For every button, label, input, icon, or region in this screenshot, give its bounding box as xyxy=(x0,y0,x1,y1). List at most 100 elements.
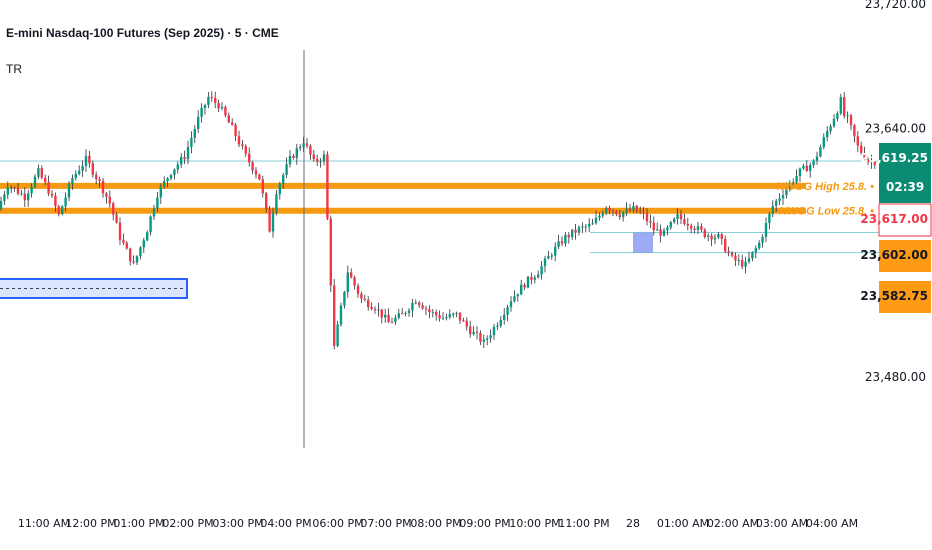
candle xyxy=(234,122,237,142)
candle-body xyxy=(316,158,319,162)
candle xyxy=(101,177,105,198)
candle xyxy=(353,275,356,290)
level-labels: NWOG High 25.8. • NWOG Low 25.8. • xyxy=(777,181,875,218)
candle-body xyxy=(713,237,717,240)
candle xyxy=(642,207,645,220)
candle-body xyxy=(241,144,244,147)
candle xyxy=(707,233,710,242)
candle xyxy=(856,131,859,153)
candle-body xyxy=(598,215,601,218)
candle-body xyxy=(353,277,356,286)
candle-body xyxy=(676,214,679,219)
candle xyxy=(836,111,839,122)
candle xyxy=(540,260,543,280)
candle-body xyxy=(122,239,125,243)
candle-body xyxy=(115,214,118,223)
candle-body xyxy=(441,318,445,320)
candle-body xyxy=(849,115,853,126)
candle-body xyxy=(0,200,3,210)
candle-body xyxy=(346,272,349,292)
candle-body xyxy=(530,276,533,280)
candle-body xyxy=(764,223,768,237)
candle xyxy=(373,306,377,314)
candle xyxy=(764,217,768,243)
candle xyxy=(537,270,540,279)
candle-body xyxy=(741,259,744,267)
candle xyxy=(214,91,217,109)
candle xyxy=(815,151,819,165)
candle-body xyxy=(156,197,159,209)
candle xyxy=(870,154,873,169)
candle xyxy=(248,147,251,167)
candle xyxy=(176,161,179,174)
candle xyxy=(237,130,241,148)
candle xyxy=(645,208,649,226)
candle-body xyxy=(873,160,876,165)
candle-body xyxy=(707,235,710,237)
candle xyxy=(428,305,431,319)
candle xyxy=(135,255,139,266)
candle-body xyxy=(652,222,655,231)
candle xyxy=(125,241,128,250)
candle xyxy=(703,228,706,239)
candle xyxy=(598,212,601,221)
candle xyxy=(486,335,489,346)
price-tags: 23,619.25 02:39 23,617.00 23,602.00 23,582.7… xyxy=(860,143,932,313)
candle-body xyxy=(435,311,438,316)
candle xyxy=(758,240,761,250)
candle xyxy=(254,167,258,179)
candle-body xyxy=(431,311,434,313)
candle xyxy=(431,308,434,318)
candle-body xyxy=(57,206,60,215)
candle xyxy=(200,103,203,123)
candle-body xyxy=(67,183,71,198)
candle xyxy=(261,175,264,198)
candle-body xyxy=(411,302,414,311)
candle-body xyxy=(683,219,686,224)
candle-body xyxy=(203,104,207,108)
candle xyxy=(479,330,482,345)
nwog-level-label: NWOG High 25.8. • xyxy=(777,181,875,193)
candle-body xyxy=(717,234,720,238)
candle xyxy=(673,217,676,224)
candle xyxy=(64,192,67,212)
indicator-label[interactable]: TR xyxy=(6,62,22,76)
candle xyxy=(520,279,523,296)
candle xyxy=(203,103,207,115)
candle-body xyxy=(537,274,540,278)
range-box[interactable] xyxy=(0,278,188,299)
candle xyxy=(112,201,115,221)
candle-body xyxy=(523,284,526,288)
drawing-boxes[interactable] xyxy=(0,232,653,299)
candle xyxy=(183,150,186,165)
candle-body xyxy=(135,256,139,263)
candle xyxy=(180,152,183,168)
candle-body xyxy=(724,238,727,252)
candle-body xyxy=(125,242,128,249)
candle xyxy=(863,146,866,162)
candle-body xyxy=(152,208,156,217)
candle xyxy=(720,232,723,245)
candle-body xyxy=(479,332,482,342)
candle-body xyxy=(169,175,173,179)
candle xyxy=(445,313,448,321)
candle-body xyxy=(227,115,230,123)
candle xyxy=(305,138,309,149)
candle xyxy=(550,252,553,260)
price-axis[interactable]: 23,720.00 23,640.00 23,480.00 xyxy=(865,0,926,384)
candle-body xyxy=(462,320,465,322)
candle-body xyxy=(129,248,132,262)
candle-body xyxy=(489,335,492,339)
candle xyxy=(292,153,295,160)
candle xyxy=(452,312,455,318)
candle-body xyxy=(333,285,336,346)
candle-body xyxy=(826,131,829,138)
candle-body xyxy=(659,229,662,236)
candle xyxy=(16,183,20,196)
fvg-box[interactable] xyxy=(633,232,653,253)
candle xyxy=(159,183,162,204)
candle xyxy=(496,322,499,331)
candle-body xyxy=(207,96,210,105)
